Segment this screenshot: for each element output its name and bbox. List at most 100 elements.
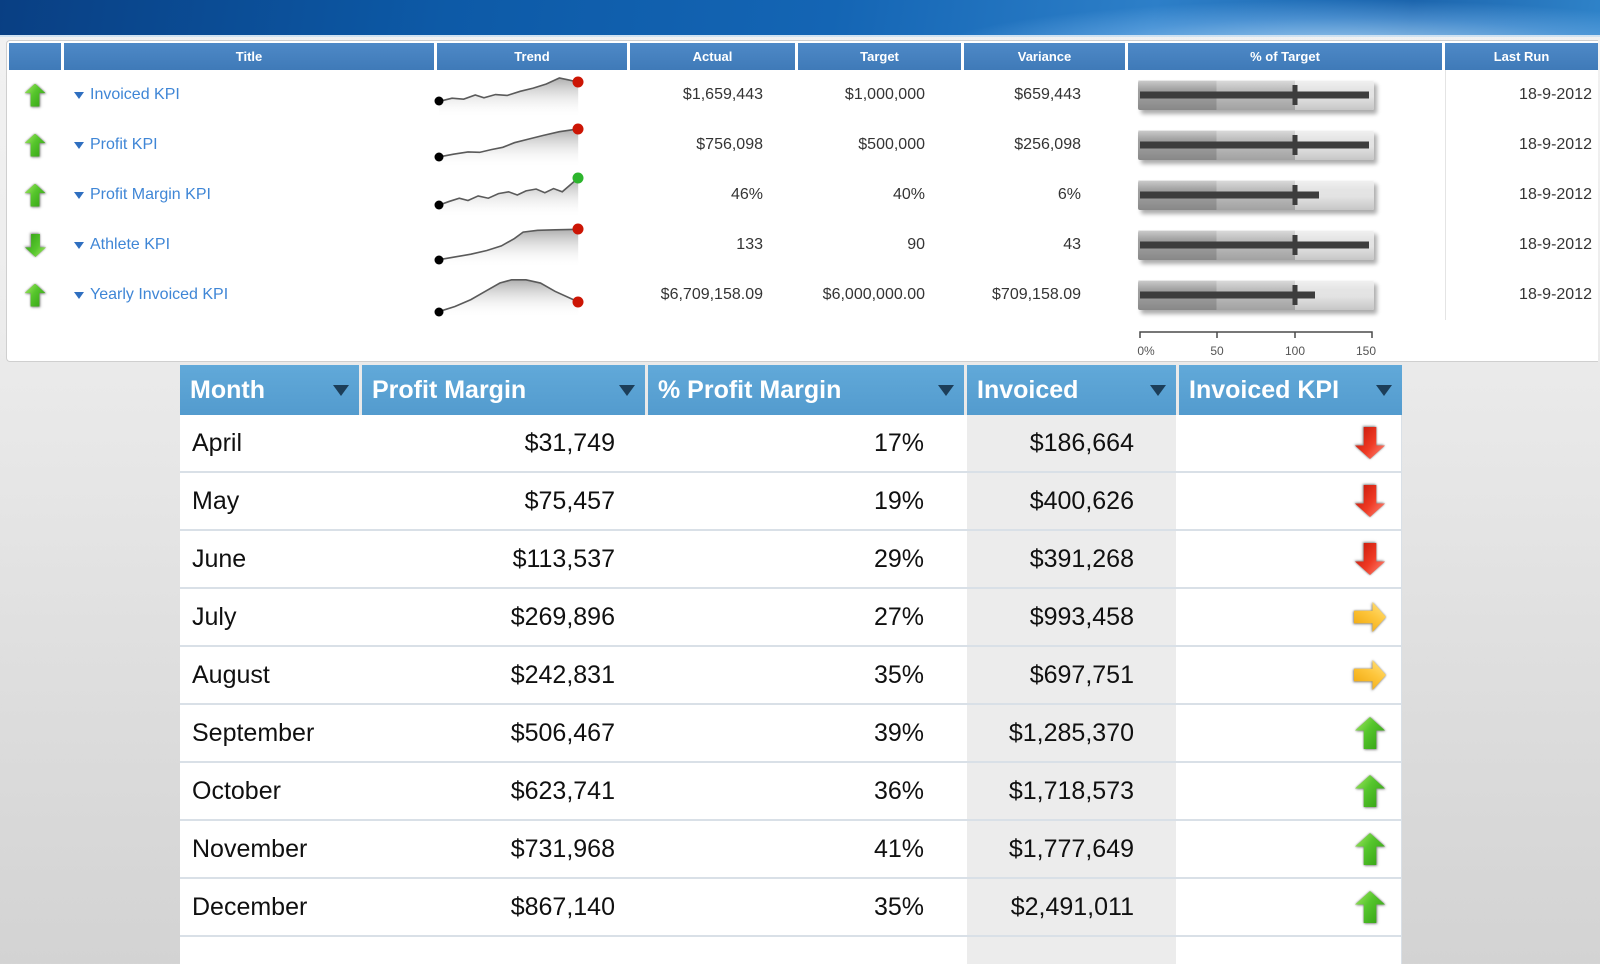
kpi-actual-value: $6,709,158.09 bbox=[660, 286, 763, 303]
profit-margin-cell: $867,140 bbox=[510, 892, 615, 921]
invoiced-kpi-arrow-icon bbox=[1355, 891, 1385, 923]
kpi-variance-value: $256,098 bbox=[1014, 136, 1081, 153]
trend-sparkline bbox=[434, 72, 584, 118]
kpi-title-link[interactable]: Profit Margin KPI bbox=[90, 186, 211, 203]
table-row-april: April $31,749 17% $186,664 bbox=[180, 415, 1402, 473]
filter-dropdown-icon[interactable] bbox=[938, 384, 954, 396]
scorecard-header-variance[interactable]: Variance bbox=[964, 43, 1125, 70]
scorecard-header-title[interactable]: Title bbox=[64, 43, 434, 70]
scorecard-header-pct-of-target[interactable]: % of Target bbox=[1128, 43, 1442, 70]
kpi-title-link[interactable]: Yearly Invoiced KPI bbox=[90, 286, 229, 303]
scorecard-header-status[interactable] bbox=[9, 43, 61, 70]
bullet-chart bbox=[1138, 280, 1374, 310]
kpi-variance-value: 6% bbox=[1057, 186, 1081, 203]
kpi-title-link[interactable]: Profit KPI bbox=[90, 136, 158, 153]
month-data-table: Month Profit Margin % Profit Margin Invo… bbox=[180, 365, 1402, 964]
table-row-august: August $242,831 35% $697,751 bbox=[180, 647, 1402, 705]
column-header-invoiced-kpi[interactable]: Invoiced KPI bbox=[1179, 365, 1402, 415]
profit-margin-cell: $506,467 bbox=[510, 718, 615, 747]
kpi-last-run: 18-9-2012 bbox=[1445, 120, 1598, 170]
axis-tick-label: 100 bbox=[1284, 344, 1306, 358]
kpi-row-athlete: Athlete KPI 133 90 43 18-9-2012 bbox=[7, 220, 1598, 270]
chevron-down-icon[interactable] bbox=[74, 141, 84, 149]
kpi-actual-value: $756,098 bbox=[696, 136, 763, 153]
table-row-october: October $623,741 36% $1,718,573 bbox=[180, 763, 1402, 821]
chevron-down-icon[interactable] bbox=[74, 291, 84, 299]
month-cell: July bbox=[192, 602, 237, 631]
kpi-status-arrow-icon bbox=[25, 184, 46, 207]
scorecard-header-last-run[interactable]: Last Run bbox=[1445, 43, 1598, 70]
kpi-status-arrow-icon bbox=[25, 284, 46, 307]
trend-sparkline bbox=[434, 272, 584, 318]
table-header-row: Month Profit Margin % Profit Margin Invo… bbox=[180, 365, 1402, 415]
profit-margin-cell: $242,831 bbox=[510, 660, 615, 689]
trend-sparkline bbox=[434, 222, 584, 268]
invoiced-kpi-arrow-icon bbox=[1355, 717, 1385, 749]
kpi-target-value: 40% bbox=[892, 186, 925, 203]
filter-dropdown-icon[interactable] bbox=[619, 384, 635, 396]
column-header-invoiced[interactable]: Invoiced bbox=[967, 365, 1176, 415]
column-header-label: Invoiced KPI bbox=[1189, 375, 1340, 404]
table-row-december: December $867,140 35% $2,491,011 bbox=[180, 879, 1402, 937]
column-header-label: % Profit Margin bbox=[658, 375, 842, 404]
filter-dropdown-icon[interactable] bbox=[1150, 384, 1166, 396]
kpi-status-arrow-icon bbox=[25, 234, 46, 257]
axis-tick-label: 150 bbox=[1355, 344, 1377, 358]
kpi-actual-value: 46% bbox=[730, 186, 763, 203]
column-header-profit-margin[interactable]: Profit Margin bbox=[362, 365, 645, 415]
kpi-target-value: $500,000 bbox=[858, 136, 925, 153]
kpi-title-link[interactable]: Athlete KPI bbox=[90, 236, 171, 253]
table-row-september: September $506,467 39% $1,285,370 bbox=[180, 705, 1402, 763]
invoiced-cell: $391,268 bbox=[967, 531, 1176, 587]
column-header-label: Invoiced bbox=[977, 375, 1079, 404]
column-header-label: Month bbox=[190, 375, 265, 404]
chevron-down-icon[interactable] bbox=[74, 91, 84, 99]
kpi-last-run: 18-9-2012 bbox=[1445, 220, 1598, 270]
kpi-target-value: $6,000,000.00 bbox=[822, 286, 925, 303]
invoiced-kpi-arrow-icon bbox=[1355, 833, 1385, 865]
pct-profit-margin-cell: 35% bbox=[873, 892, 924, 921]
bullet-chart bbox=[1138, 180, 1374, 210]
invoiced-kpi-arrow-icon bbox=[1355, 775, 1385, 807]
scorecard-header-trend[interactable]: Trend bbox=[437, 43, 627, 70]
bullet-chart bbox=[1138, 230, 1374, 260]
month-cell: December bbox=[192, 892, 308, 921]
pct-profit-margin-cell: 39% bbox=[873, 718, 924, 747]
chevron-down-icon[interactable] bbox=[74, 191, 84, 199]
column-header-pct-profit-margin[interactable]: % Profit Margin bbox=[648, 365, 964, 415]
invoiced-kpi-arrow-icon bbox=[1354, 602, 1386, 632]
month-cell: May bbox=[192, 486, 240, 515]
pct-profit-margin-cell: 27% bbox=[873, 602, 924, 631]
chevron-down-icon[interactable] bbox=[74, 241, 84, 249]
kpi-actual-value: 133 bbox=[736, 236, 763, 253]
month-cell: October bbox=[192, 776, 281, 805]
scorecard-header-row: Title Trend Actual Target Variance % of … bbox=[7, 41, 1598, 70]
column-header-label: Profit Margin bbox=[372, 375, 527, 404]
kpi-title-link[interactable]: Invoiced KPI bbox=[90, 86, 180, 103]
kpi-row-invoiced: Invoiced KPI $1,659,443 $1,000,000 $659,… bbox=[7, 70, 1598, 120]
month-cell: June bbox=[192, 544, 247, 573]
filter-dropdown-icon[interactable] bbox=[333, 384, 349, 396]
pct-profit-margin-cell: 29% bbox=[873, 544, 924, 573]
profit-margin-cell: $269,896 bbox=[510, 602, 615, 631]
kpi-status-arrow-icon bbox=[25, 84, 46, 107]
kpi-last-run: 18-9-2012 bbox=[1445, 270, 1598, 320]
kpi-row-profit-margin: Profit Margin KPI 46% 40% 6% 18-9-2012 bbox=[7, 170, 1598, 220]
bullet-chart bbox=[1138, 80, 1374, 110]
invoiced-kpi-arrow-icon bbox=[1355, 485, 1385, 517]
kpi-last-run: 18-9-2012 bbox=[1445, 170, 1598, 220]
scorecard-header-actual[interactable]: Actual bbox=[630, 43, 795, 70]
pct-profit-margin-cell: 36% bbox=[873, 776, 924, 805]
top-banner bbox=[0, 0, 1600, 37]
month-cell: November bbox=[192, 834, 308, 863]
axis-tick-label: 50 bbox=[1210, 344, 1224, 358]
month-cell: September bbox=[192, 718, 315, 747]
column-header-month[interactable]: Month bbox=[180, 365, 359, 415]
table-row-may: May $75,457 19% $400,626 bbox=[180, 473, 1402, 531]
invoiced-cell: $697,751 bbox=[967, 647, 1176, 703]
kpi-last-run: 18-9-2012 bbox=[1445, 70, 1598, 120]
scorecard-header-target[interactable]: Target bbox=[798, 43, 961, 70]
kpi-target-value: 90 bbox=[907, 236, 925, 253]
profit-margin-cell: $731,968 bbox=[510, 834, 615, 863]
filter-dropdown-icon[interactable] bbox=[1376, 384, 1392, 396]
